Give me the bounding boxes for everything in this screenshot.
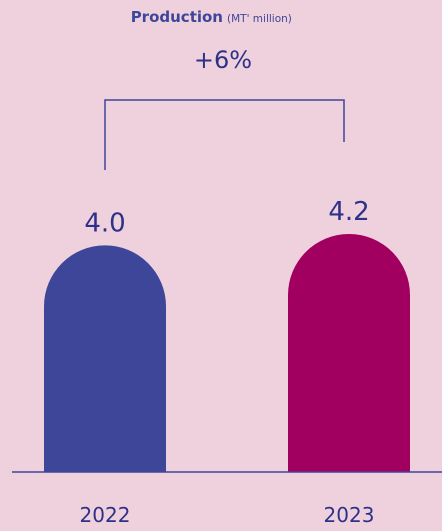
value-label-2022: 4.0 [84,208,125,238]
bars-layer: 4.0 2022 4.2 2023 [44,197,410,527]
chart-title: Production [131,8,223,26]
chart-subtitle: (MT' million) [227,13,292,25]
change-annotation: +6% [194,46,252,74]
category-label-2023: 2023 [324,503,375,527]
bar-2022 [44,245,166,472]
comparison-bracket [104,99,345,170]
bar-2023 [288,234,410,472]
value-label-2023: 4.2 [328,197,369,227]
category-label-2022: 2022 [80,503,131,527]
